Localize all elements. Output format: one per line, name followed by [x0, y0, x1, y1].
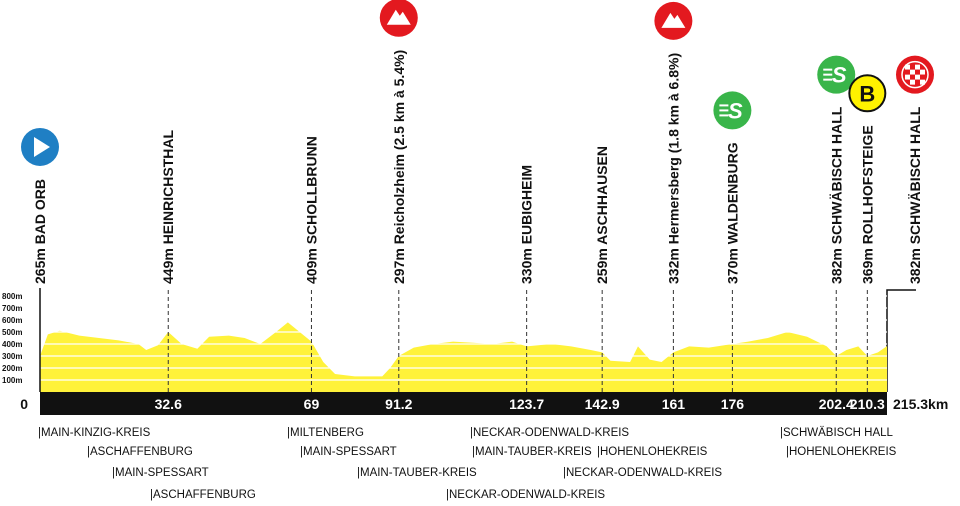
sprint-icon: S: [817, 55, 856, 94]
icon-bg: [848, 74, 887, 113]
icon-glyph: [920, 64, 925, 70]
waypoint-label: 330m EUBIGHEIM: [519, 165, 535, 284]
y-tick-label: 100m: [2, 376, 22, 385]
icon-glyph: [910, 64, 915, 70]
icon-glyph: [905, 69, 910, 75]
icon-glyph: [915, 64, 920, 70]
icon-glyph: [386, 9, 411, 25]
x-tick-label: 32.6: [155, 396, 182, 412]
icon-glyph: [910, 69, 915, 75]
icon-glyph: [915, 79, 920, 85]
icon-ring: [901, 60, 929, 89]
y-tick-label: 700m: [2, 304, 22, 313]
x-tick-label: 142.9: [585, 396, 620, 412]
icon-glyph: [661, 12, 686, 28]
x-tick-label: 69: [304, 396, 320, 412]
waypoint-label: 449m HEINRICHSTHAL: [160, 130, 176, 284]
region-label: |MAIN-SPESSART: [300, 446, 397, 458]
waypoint-label: 332m Hermersberg (1.8 km à 6.8%): [665, 53, 681, 284]
x-tick-label: 161: [662, 396, 686, 412]
y-tick-label: 800m: [2, 292, 22, 301]
region-label: |ASCHAFFENBURG: [150, 489, 256, 501]
region-label: |HOHENLOHEKREIS: [786, 446, 897, 458]
distance-bar: [40, 391, 887, 415]
region-label: |NECKAR-ODENWALD-KREIS: [446, 489, 605, 501]
mountain-icon: [654, 1, 693, 40]
region-label: |SCHWÄBISCH HALL: [780, 427, 894, 439]
start-icon: [21, 127, 59, 166]
y-tick-label: 200m: [2, 364, 22, 373]
finish-flag: [886, 289, 916, 392]
icon-bg: [817, 55, 856, 94]
waypoint-label: 409m SCHOLLBRUNN: [303, 136, 319, 284]
waypoint-label: 382m SCHWÄBISCH HALL: [907, 106, 923, 284]
y-tick-label: 300m: [2, 352, 22, 361]
x-tick-label: 123.7: [509, 396, 544, 412]
region-label: |MAIN-TAUBER-KREIS: [472, 446, 592, 458]
region-label: |MAIN-TAUBER-KREIS: [357, 467, 477, 479]
x-tick-label: 210.3: [850, 396, 885, 412]
finish-icon: [896, 55, 934, 94]
icon-glyph: [905, 79, 910, 85]
icon-glyph: [910, 79, 915, 85]
x-tick-label: 91.2: [385, 396, 412, 412]
icon-glyph: [905, 74, 910, 80]
icon-label: S: [728, 98, 743, 123]
region-label: |NECKAR-ODENWALD-KREIS: [563, 467, 722, 479]
y-tick-label: 500m: [2, 328, 22, 337]
icon-glyph: [905, 64, 910, 70]
waypoint-label: 370m WALDENBURG: [724, 142, 740, 284]
region-label: |MAIN-KINZIG-KREIS: [38, 427, 151, 439]
icon-glyph: [920, 74, 925, 80]
icon-label: B: [859, 81, 875, 106]
icon-glyph: [910, 74, 915, 80]
waypoint-label: 265m BAD ORB: [32, 179, 48, 284]
x-tick-label: 202.4: [819, 396, 854, 412]
icon-glyph: [915, 74, 920, 80]
region-label: |HOHENLOHEKREIS: [597, 446, 708, 458]
waypoint-label: 259m ASCHHAUSEN: [594, 146, 610, 284]
icon-glyph: [920, 69, 925, 75]
icon-glyph: [915, 69, 920, 75]
bonus-icon: B: [848, 74, 887, 113]
waypoint-label: 382m SCHWÄBISCH HALL: [828, 106, 844, 284]
waypoint-label: 369m ROLLHOFSTEIGE: [859, 125, 875, 284]
sprint-icon: S: [713, 91, 752, 130]
icon-glyph: [34, 136, 50, 157]
region-label: |MILTENBERG: [287, 427, 364, 439]
x-tick-label: 176: [721, 396, 745, 412]
icon-label: S: [832, 63, 847, 88]
x-tick-label: 215.3km: [893, 396, 948, 412]
region-label: |NECKAR-ODENWALD-KREIS: [470, 427, 629, 439]
waypoint-label: 297m Reicholzheim (2.5 km à 5.4%): [391, 50, 407, 284]
icon-bg: [713, 91, 752, 130]
mountain-icon: [379, 0, 418, 37]
icon-glyph: [920, 79, 925, 85]
x-tick-label: 0: [20, 396, 28, 412]
region-label: |ASCHAFFENBURG: [87, 446, 193, 458]
elevation-area: [40, 322, 887, 392]
y-tick-label: 600m: [2, 316, 22, 325]
region-label: |MAIN-SPESSART: [112, 467, 209, 479]
y-tick-label: 400m: [2, 340, 22, 349]
